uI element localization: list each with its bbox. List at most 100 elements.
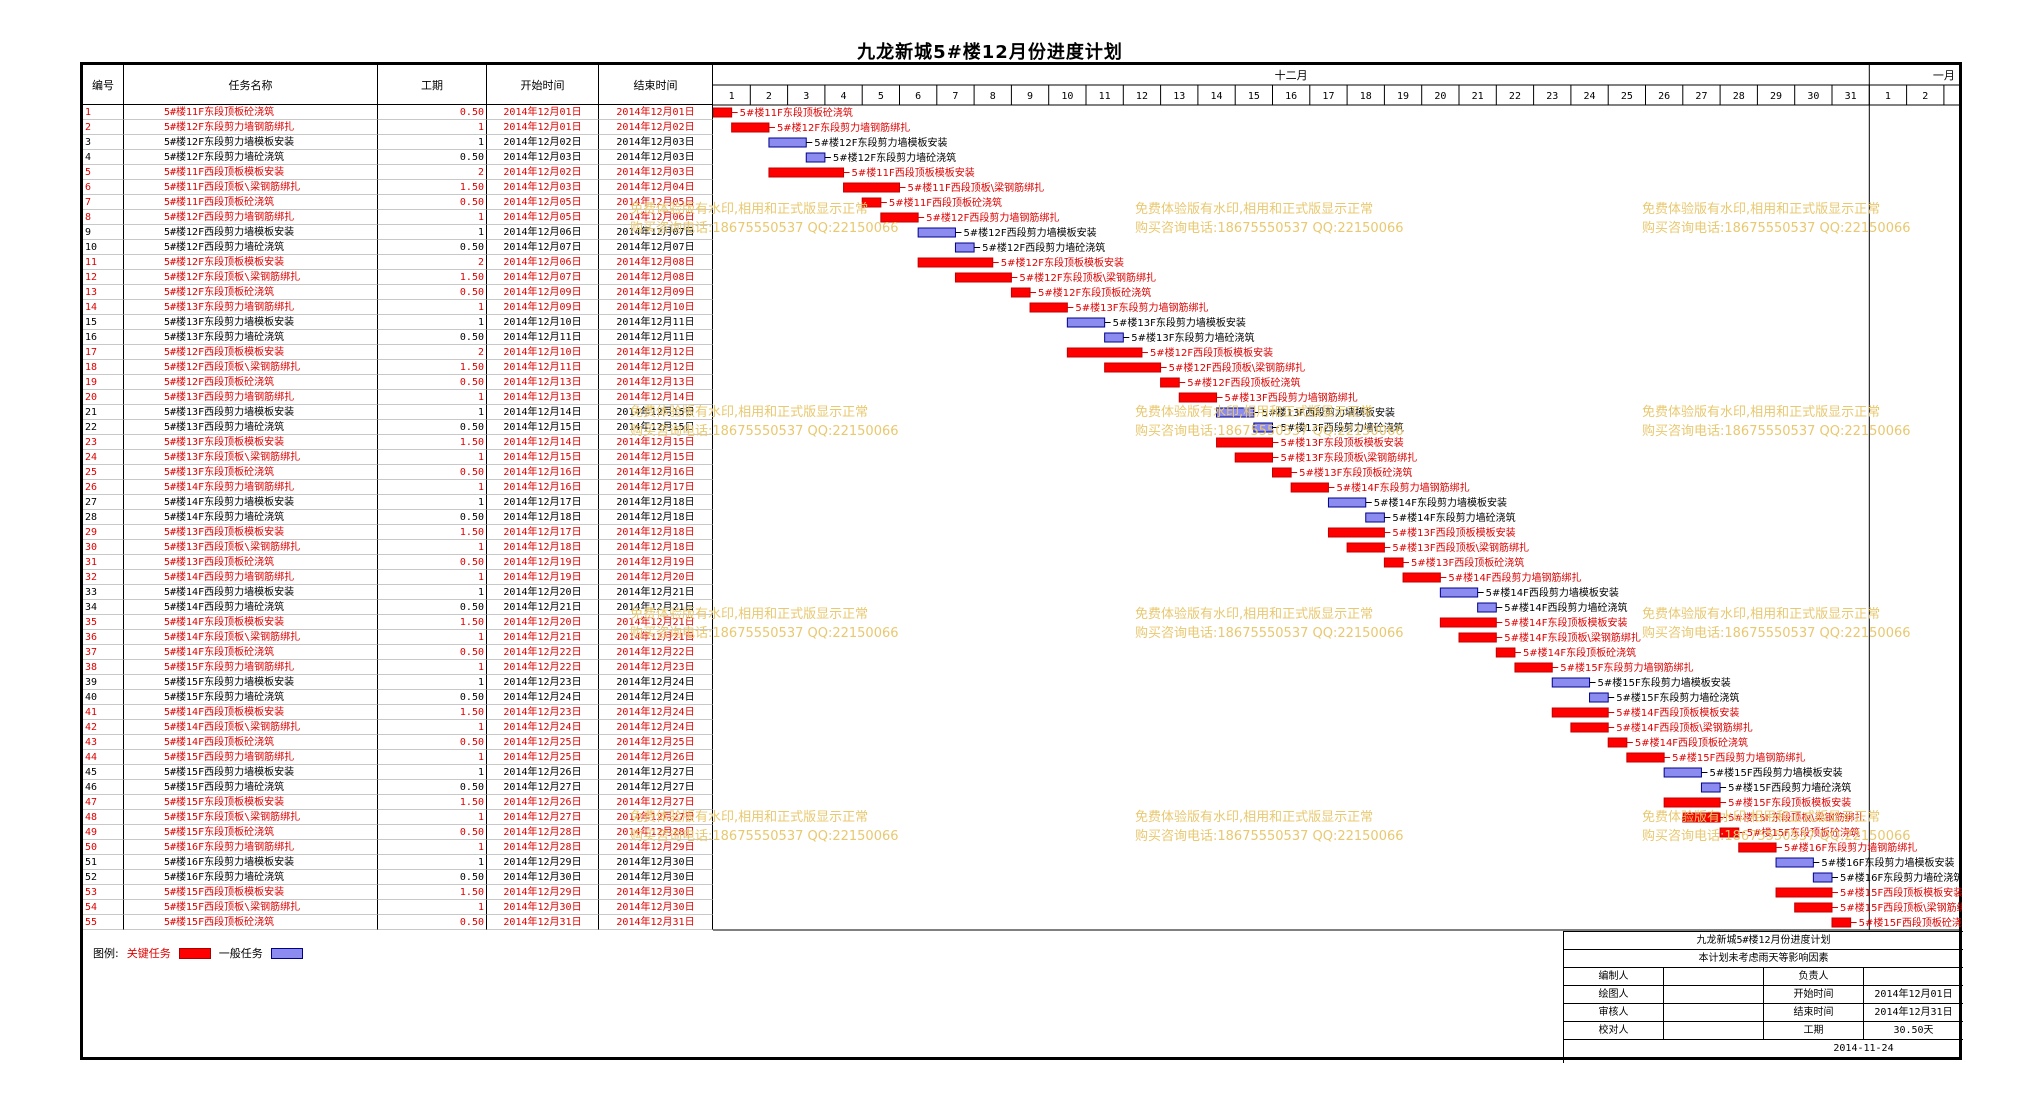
task-bar xyxy=(1365,512,1385,523)
day-tick-label: 25 xyxy=(1621,91,1633,102)
titleblock-key: 工期 xyxy=(1764,1022,1864,1040)
cell-duration: 1 xyxy=(378,660,487,675)
cell-id: 29 xyxy=(83,525,124,540)
task-bar-label: 5#楼11F东段顶板砼浇筑 xyxy=(740,106,853,119)
cell-name: 5#楼11F西段顶板砼浇筑 xyxy=(124,195,378,210)
cell-end: 2014年12月12日 xyxy=(599,345,713,360)
cell-end: 2014年12月04日 xyxy=(599,180,713,195)
table-row: 9 5#楼12F西段剪力墙模板安装 1 2014年12月06日 2014年12月07日 xyxy=(83,225,713,240)
cell-name: 5#楼15F西段顶板砼浇筑 xyxy=(124,915,378,930)
day-tick-label: 16 xyxy=(1285,91,1297,102)
cell-end: 2014年12月18日 xyxy=(599,540,713,555)
table-row: 36 5#楼14F东段顶板\梁钢筋绑扎 1 2014年12月21日 2014年12月21… xyxy=(83,630,713,645)
task-bar-label: 5#楼14F西段顶板模板安装 xyxy=(1616,706,1739,719)
task-bar xyxy=(1719,827,1740,838)
day-tick-label: 7 xyxy=(952,91,958,102)
cell-duration: 1.50 xyxy=(378,705,487,720)
cell-end: 2014年12月21日 xyxy=(599,585,713,600)
cell-id: 36 xyxy=(83,630,124,645)
table-row: 30 5#楼13F西段顶板\梁钢筋绑扎 1 2014年12月18日 2014年12月18… xyxy=(83,540,713,555)
table-row: 2 5#楼12F东段剪力墙钢筋绑扎 1 2014年12月01日 2014年12月02日 xyxy=(83,120,713,135)
cell-end: 2014年12月05日 xyxy=(599,195,713,210)
cell-id: 17 xyxy=(83,345,124,360)
table-row: 52 5#楼16F东段剪力墙砼浇筑 0.50 2014年12月30日 2014年12月3… xyxy=(83,870,713,885)
cell-start: 2014年12月06日 xyxy=(487,255,599,270)
cell-duration: 1 xyxy=(378,495,487,510)
task-bar-label: 5#楼16F东段剪力墙砼浇筑 xyxy=(1840,871,1962,884)
task-bar-label: 5#楼13F西段剪力墙砼浇筑 xyxy=(1281,421,1404,434)
month-label-dec: 十二月 xyxy=(1275,68,1308,82)
cell-id: 49 xyxy=(83,825,124,840)
cell-id: 16 xyxy=(83,330,124,345)
task-bar xyxy=(1570,722,1609,733)
legend-normal-swatch xyxy=(270,947,303,959)
task-bar xyxy=(954,242,975,253)
titleblock-key: 结束时间 xyxy=(1764,1004,1864,1022)
cell-duration: 0.50 xyxy=(378,195,487,210)
table-row: 55 5#楼15F西段顶板砼浇筑 0.50 2014年12月31日 2014年12月31… xyxy=(83,915,713,930)
cell-duration: 1 xyxy=(378,810,487,825)
table-row: 34 5#楼14F西段剪力墙砼浇筑 0.50 2014年12月21日 2014年12月2… xyxy=(83,600,713,615)
task-bar xyxy=(1831,917,1852,928)
cell-id: 11 xyxy=(83,255,124,270)
task-bar-label: 5#楼13F东段剪力墙钢筋绑扎 xyxy=(1075,301,1208,314)
task-bar-label: 5#楼16F东段剪力墙模板安装 xyxy=(1821,856,1954,869)
cell-duration: 1 xyxy=(378,120,487,135)
task-bar-label: 5#楼14F东段剪力墙砼浇筑 xyxy=(1392,511,1515,524)
cell-id: 45 xyxy=(83,765,124,780)
task-bar-label: 5#楼15F东段顶板\梁钢筋绑扎 xyxy=(1728,811,1865,824)
table-row: 18 5#楼12F西段顶板\梁钢筋绑扎 1.50 2014年12月11日 2014年12… xyxy=(83,360,713,375)
table-row: 41 5#楼14F西段顶板模板安装 1.50 2014年12月23日 2014年12月2… xyxy=(83,705,713,720)
cell-start: 2014年12月17日 xyxy=(487,525,599,540)
cell-id: 2 xyxy=(83,120,124,135)
task-bar-label: 5#楼13F东段剪力墙模板安装 xyxy=(1113,316,1246,329)
cell-start: 2014年12月24日 xyxy=(487,720,599,735)
table-row: 32 5#楼14F西段剪力墙钢筋绑扎 1 2014年12月19日 2014年12月20日 xyxy=(83,570,713,585)
cell-duration: 1.50 xyxy=(378,270,487,285)
cell-end: 2014年12月28日 xyxy=(599,825,713,840)
task-bar xyxy=(1477,602,1497,613)
task-bar xyxy=(1495,647,1516,658)
task-bar-label: 5#楼14F东段顶板模板安装 xyxy=(1504,616,1627,629)
cell-duration: 0.50 xyxy=(378,150,487,165)
table-row: 3 5#楼12F东段剪力墙模板安装 1 2014年12月02日 2014年12月03日 xyxy=(83,135,713,150)
task-bar-label: 5#楼12F西段顶板模板安装 xyxy=(1150,346,1273,359)
cell-start: 2014年12月30日 xyxy=(487,870,599,885)
day-tick-label: 2 xyxy=(1922,91,1928,102)
cell-start: 2014年12月25日 xyxy=(487,750,599,765)
task-bar-label: 5#楼14F西段剪力墙钢筋绑扎 xyxy=(1448,571,1581,584)
cell-id: 24 xyxy=(83,450,124,465)
day-tick-label: 30 xyxy=(1807,91,1819,102)
task-bar xyxy=(1700,782,1721,793)
task-bar-label: 5#楼11F西段顶板砼浇筑 xyxy=(889,196,1002,209)
task-bar-label: 5#楼15F西段顶板模板安装 xyxy=(1840,886,1962,899)
cell-duration: 1.50 xyxy=(378,435,487,450)
cell-start: 2014年12月28日 xyxy=(487,825,599,840)
cell-duration: 1 xyxy=(378,765,487,780)
task-bar xyxy=(1738,842,1777,853)
cell-name: 5#楼16F东段剪力墙钢筋绑扎 xyxy=(124,840,378,855)
cell-id: 54 xyxy=(83,900,124,915)
cell-duration: 0.50 xyxy=(378,915,487,930)
day-tick-label: 1 xyxy=(1885,91,1891,102)
cell-id: 52 xyxy=(83,870,124,885)
task-bar-label: 5#楼13F东段顶板模板安装 xyxy=(1281,436,1404,449)
cell-duration: 1 xyxy=(378,570,487,585)
day-tick-label: 11 xyxy=(1099,91,1111,102)
cell-duration: 0.50 xyxy=(378,780,487,795)
header-name: 任务名称 xyxy=(124,65,378,105)
table-row: 7 5#楼11F西段顶板砼浇筑 0.50 2014年12月05日 2014年12月05日 xyxy=(83,195,713,210)
cell-start: 2014年12月24日 xyxy=(487,690,599,705)
cell-id: 13 xyxy=(83,285,124,300)
task-bar xyxy=(954,272,1012,283)
table-row: 13 5#楼12F东段顶板砼浇筑 0.50 2014年12月09日 2014年12月09… xyxy=(83,285,713,300)
cell-end: 2014年12月24日 xyxy=(599,675,713,690)
cell-duration: 1.50 xyxy=(378,885,487,900)
cell-end: 2014年12月30日 xyxy=(599,870,713,885)
cell-duration: 0.50 xyxy=(378,735,487,750)
day-tick-label: 6 xyxy=(915,91,921,102)
cell-name: 5#楼12F东段剪力墙砼浇筑 xyxy=(124,150,378,165)
task-bar-label: 5#楼13F东段顶板砼浇筑 xyxy=(1299,466,1412,479)
cell-duration: 0.50 xyxy=(378,105,487,120)
task-bar-label: 5#楼12F东段顶板\梁钢筋绑扎 xyxy=(1019,271,1156,284)
